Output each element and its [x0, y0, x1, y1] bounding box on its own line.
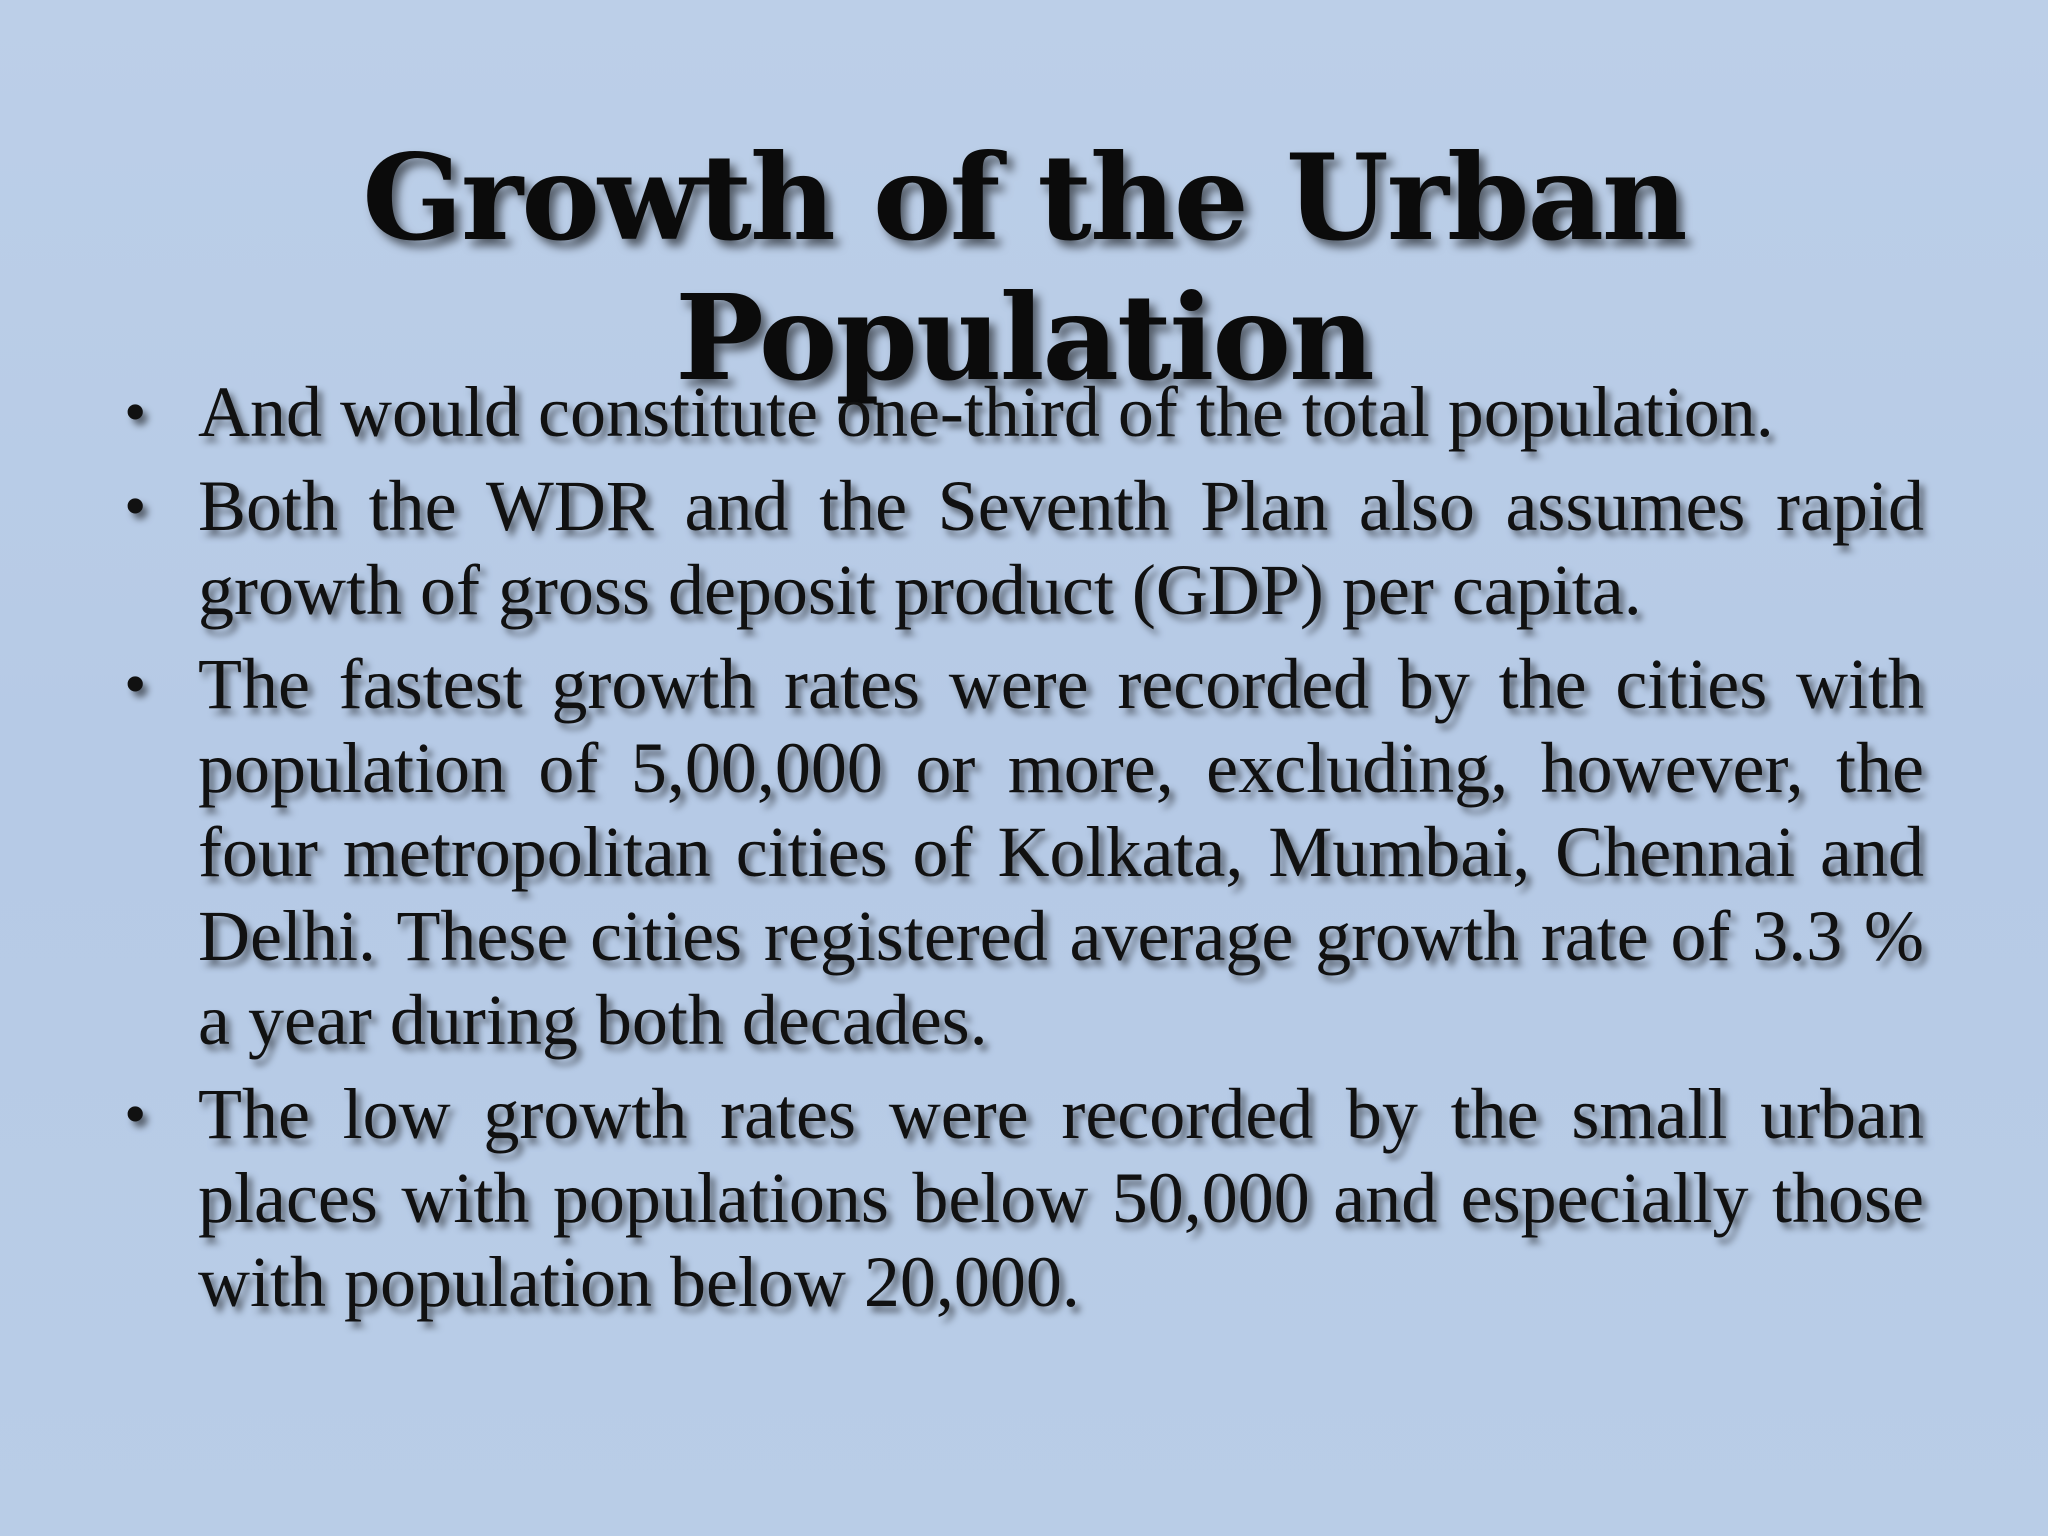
bullet-text: The fastest growth rates were recorded b… — [198, 644, 1924, 1060]
bullet-dot-icon: • — [124, 470, 147, 541]
bullet-dot-icon: • — [124, 376, 147, 447]
bullet-dot-icon: • — [124, 1078, 147, 1149]
bullet-item: • Both the WDR and the Seventh Plan also… — [124, 464, 1924, 632]
bullet-item: • And would constitute one-third of the … — [124, 370, 1924, 454]
bullet-text: The low growth rates were recorded by th… — [198, 1074, 1924, 1322]
bullet-text: And would constitute one-third of the to… — [198, 372, 1774, 452]
bullet-item: • The fastest growth rates were recorded… — [124, 642, 1924, 1062]
bullet-dot-icon: • — [124, 648, 147, 719]
bullet-item: • The low growth rates were recorded by … — [124, 1072, 1924, 1324]
slide-title: Growth of the Urban Population — [362, 128, 1687, 407]
bullet-list: • And would constitute one-third of the … — [124, 370, 1924, 1334]
bullet-text: Both the WDR and the Seventh Plan also a… — [198, 466, 1924, 630]
